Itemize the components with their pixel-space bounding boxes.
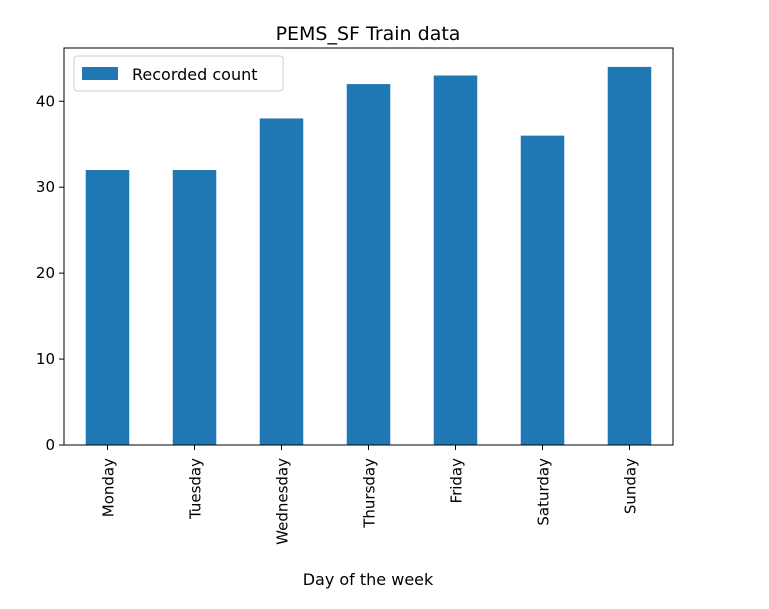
- x-axis-label: Day of the week: [303, 570, 434, 589]
- bar-thursday: [346, 84, 391, 445]
- x-tick-label: Tuesday: [187, 458, 205, 520]
- bar-wednesday: [259, 118, 304, 446]
- x-tick-label: Monday: [100, 458, 118, 517]
- y-tick-label: 40: [36, 92, 55, 110]
- bar-sunday: [607, 66, 652, 446]
- x-tick-label: Friday: [448, 458, 466, 504]
- bar-tuesday: [172, 170, 217, 445]
- y-tick-label: 20: [36, 264, 55, 282]
- bar-friday: [433, 75, 478, 445]
- x-tick-label: Saturday: [535, 458, 553, 526]
- x-tick-label: Sunday: [622, 458, 640, 514]
- y-axis: 0 10 20 30 40: [36, 92, 64, 454]
- bar-group: [85, 66, 652, 446]
- legend: Recorded count: [73, 55, 284, 92]
- x-tick-label: Wednesday: [274, 458, 292, 545]
- legend-box: [73, 55, 284, 92]
- y-tick-label: 30: [36, 178, 55, 196]
- x-tick-label: Thursday: [361, 458, 379, 529]
- chart-title: PEMS_SF Train data: [276, 23, 461, 45]
- legend-swatch: [82, 67, 118, 80]
- legend-label: Recorded count: [132, 65, 258, 84]
- plot-frame: [63, 47, 674, 446]
- x-axis: Monday Tuesday Wednesday Thursday Friday Satu…: [100, 445, 640, 545]
- y-tick-label: 10: [36, 350, 55, 368]
- bar-monday: [85, 170, 130, 445]
- y-tick-label: 0: [45, 436, 55, 454]
- bar-saturday: [520, 135, 565, 445]
